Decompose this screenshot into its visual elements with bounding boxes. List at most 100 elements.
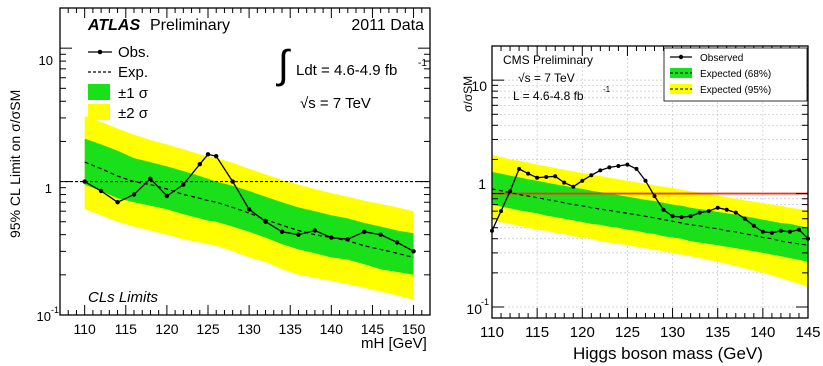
- observed-point: [82, 179, 87, 184]
- x-tick-label: 115: [525, 324, 549, 341]
- observed-point: [679, 215, 684, 220]
- x-tick-label: 120: [155, 321, 179, 337]
- atlas-frame: [59, 7, 431, 316]
- atlas-lumi: Ldt = 4.6-4.9 fb: [296, 62, 397, 79]
- atlas-preliminary: Preliminary: [150, 17, 230, 34]
- x-tick-label: 115: [115, 321, 138, 337]
- atlas-ytick-01-base: 10: [37, 309, 51, 324]
- observed-point: [214, 154, 219, 159]
- atlas-expected-line: [84, 161, 414, 258]
- observed-point: [769, 230, 774, 235]
- cms-expected-line: [491, 188, 809, 246]
- observed-point: [148, 176, 153, 181]
- observed-point: [181, 182, 186, 187]
- cms-legend-obs: Observed: [700, 53, 743, 64]
- atlas-sqrts: √s = 7 TeV: [300, 95, 371, 112]
- observed-point: [797, 227, 801, 232]
- observed-point: [263, 219, 268, 224]
- observed-point: [246, 207, 252, 212]
- observed-point: [643, 178, 648, 183]
- x-tick-label: 135: [279, 321, 303, 337]
- observed-point: [778, 228, 783, 233]
- cms-sqrts: √s = 7 TeV: [518, 71, 575, 85]
- x-tick-label: 135: [705, 324, 730, 341]
- observed-point: [787, 229, 792, 234]
- observed-point: [715, 205, 720, 210]
- observed-point: [589, 173, 594, 178]
- cms-panel: 10 1 10 -1 110 115 120 125 130 135 140 145 σ/σS…: [461, 45, 821, 363]
- x-tick-label: 120: [570, 324, 595, 341]
- atlas-year-label: 2011 Data: [351, 17, 424, 34]
- observed-point: [296, 232, 301, 237]
- observed-point: [625, 162, 630, 167]
- observed-point: [526, 171, 531, 176]
- cms-ytick-01-base: 10: [466, 301, 482, 317]
- atlas-x-axis-title: mH [GeV]: [361, 335, 427, 352]
- observed-point: [553, 174, 558, 179]
- x-tick-label: 145: [795, 324, 820, 341]
- observed-point: [115, 200, 120, 205]
- atlas-y-axis-title: 95% CL Limit on σ/σSM: [7, 90, 23, 238]
- band-1sigma: [84, 138, 414, 275]
- atlas-ytick-10: 10: [39, 53, 53, 68]
- observed-point: [499, 209, 503, 214]
- x-tick-label: 125: [196, 321, 220, 337]
- cms-ytick-01-exp: -1: [481, 297, 489, 307]
- cms-x-tick-labels: 110 115 120 125 130 135 140 145: [480, 324, 820, 341]
- atlas-integral-sign: ∫: [276, 43, 292, 87]
- observed-point: [312, 228, 318, 233]
- x-tick-label: 110: [74, 321, 97, 337]
- atlas-lumi-exp: -1: [418, 58, 427, 69]
- observed-point: [598, 168, 603, 173]
- cms-ytick-1: 1: [478, 176, 486, 192]
- observed-point: [131, 192, 137, 197]
- atlas-ytick-01-exp: -1: [51, 305, 59, 315]
- observed-point: [329, 235, 334, 240]
- atlas-legend-1sigma: ±1 σ: [118, 85, 149, 102]
- observed-point: [634, 166, 639, 171]
- observed-point: [760, 229, 765, 234]
- observed-point: [562, 180, 567, 185]
- observed-point: [580, 178, 585, 183]
- observed-point: [205, 152, 211, 157]
- atlas-legend-1sigma-swatch: [88, 84, 110, 100]
- observed-point: [345, 237, 350, 242]
- atlas-logo: ATLAS: [87, 17, 140, 34]
- observed-point: [742, 216, 747, 221]
- cms-lumi: L = 4.6-4.8 fb: [513, 89, 584, 103]
- observed-point: [535, 175, 540, 180]
- observed-point: [544, 175, 549, 179]
- cms-legend: Observed Expected (68%) Expected (95%): [663, 47, 808, 102]
- x-tick-label: 140: [320, 321, 344, 337]
- x-tick-label: 140: [750, 324, 775, 341]
- observed-point: [197, 162, 202, 167]
- observed-point: [706, 209, 711, 214]
- cms-frame: [491, 45, 809, 319]
- atlas-ticks: [59, 7, 431, 316]
- cms-legend-obs-marker: [678, 54, 684, 60]
- observed-point: [378, 232, 383, 237]
- observed-point: [724, 207, 729, 212]
- observed-point: [652, 194, 657, 199]
- cms-legend-68: Expected (68%): [700, 69, 771, 80]
- observed-point: [98, 188, 104, 194]
- atlas-legend-obs: Obs.: [118, 44, 150, 61]
- x-tick-label: 145: [361, 321, 385, 337]
- cms-y-axis-title: σ/σSM: [461, 76, 475, 112]
- observed-point: [394, 240, 400, 245]
- x-tick-label: 130: [237, 321, 261, 337]
- observed-point: [670, 214, 675, 219]
- observed-point: [279, 229, 285, 234]
- observed-point: [697, 210, 702, 215]
- atlas-panel: 10 1 10 -1 110 115 120 125 130 135 140 145 150 9…: [7, 7, 431, 352]
- atlas-legend-obs-marker: [97, 49, 103, 55]
- observed-point: [616, 164, 621, 168]
- atlas-legend: Obs. Exp. ±1 σ ±2 σ: [88, 44, 150, 122]
- observed-point: [571, 184, 576, 189]
- cms-bands: [492, 154, 808, 287]
- atlas-legend-2sigma-swatch: [88, 104, 110, 120]
- observed-point: [733, 210, 738, 215]
- observed-point: [517, 166, 522, 171]
- atlas-x-tick-labels: 110 115 120 125 130 135 140 145 150: [74, 321, 426, 337]
